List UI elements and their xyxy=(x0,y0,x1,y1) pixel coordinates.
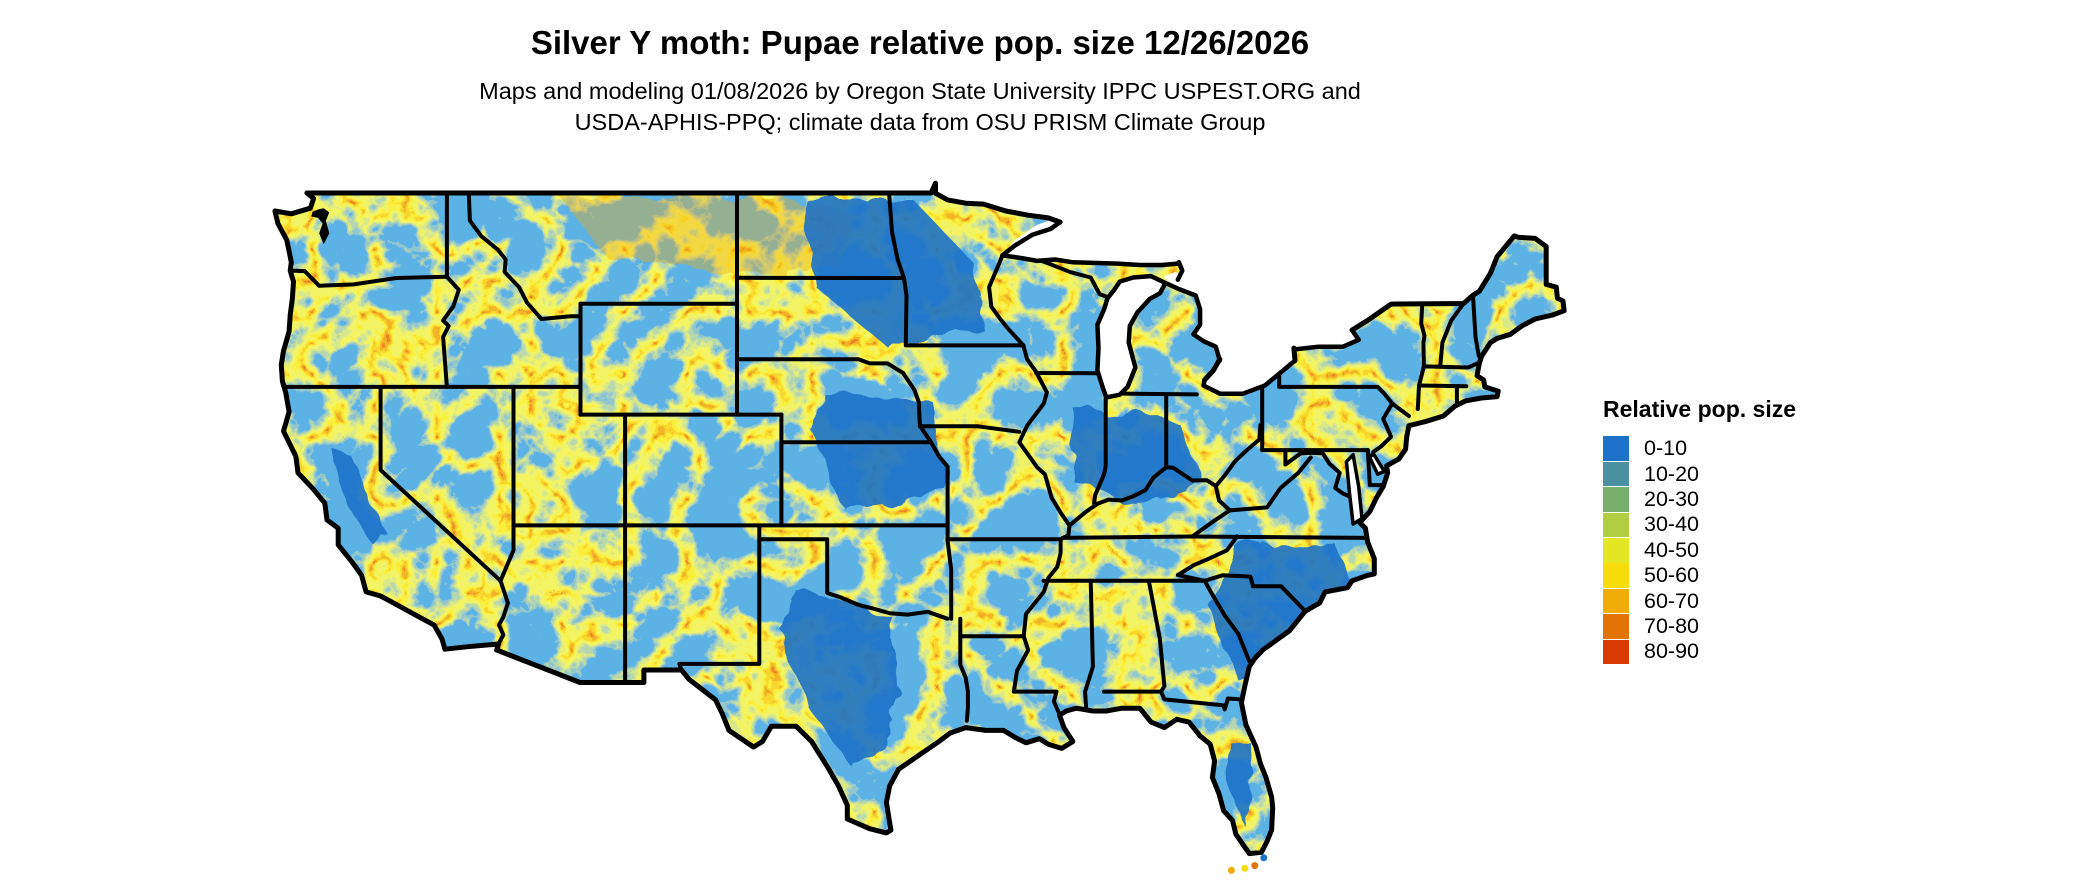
legend-swatch xyxy=(1603,588,1629,614)
legend-item: 30-40 xyxy=(1603,512,1796,538)
legend-swatch xyxy=(1603,461,1629,487)
legend-item-label: 0-10 xyxy=(1644,436,1688,461)
legend-swatch xyxy=(1603,537,1629,563)
subtitle-line-1: Maps and modeling 01/08/2026 by Oregon S… xyxy=(479,78,1361,104)
legend-item-label: 60-70 xyxy=(1644,588,1699,613)
legend-item-label: 20-30 xyxy=(1644,486,1699,511)
legend-item: 70-80 xyxy=(1603,614,1796,639)
legend-item: 40-50 xyxy=(1603,538,1796,563)
subtitle-line-2: USDA-APHIS-PPQ; climate data from OSU PR… xyxy=(574,109,1266,135)
legend-item: 80-90 xyxy=(1603,639,1796,665)
legend-item-label: 50-60 xyxy=(1644,563,1699,588)
legend-title: Relative pop. size xyxy=(1603,396,1797,422)
legend-item: 50-60 xyxy=(1603,563,1796,588)
legend-swatch xyxy=(1603,563,1629,588)
legend-item: 0-10 xyxy=(1603,436,1796,461)
legend-item-label: 70-80 xyxy=(1644,613,1699,638)
legend-item-label: 30-40 xyxy=(1644,512,1699,537)
subtitle: Maps and modeling 01/08/2026 by Oregon S… xyxy=(0,76,1840,138)
legend-item-label: 40-50 xyxy=(1644,537,1699,562)
legend-item: 60-70 xyxy=(1603,588,1796,614)
legend-item: 20-30 xyxy=(1603,487,1796,512)
page-title: Silver Y moth: Pupae relative pop. size … xyxy=(530,24,1310,61)
legend-items: 0-10 10-20 20-30 30-40 40-50 50-60 60-70 70-80 8… xyxy=(1603,436,1796,665)
legend-swatch xyxy=(1603,512,1629,538)
legend-swatch xyxy=(1603,487,1629,512)
legend-swatch xyxy=(1603,614,1629,639)
legend: Relative pop. size 0-10 10-20 20-30 30-40 40… xyxy=(1603,396,1796,665)
legend-swatch xyxy=(1603,639,1629,665)
legend-swatch xyxy=(1603,436,1629,461)
legend-item-label: 10-20 xyxy=(1644,461,1699,486)
title-block: Silver Y moth: Pupae relative pop. size … xyxy=(0,0,1840,138)
legend-item-label: 80-90 xyxy=(1644,639,1699,664)
legend-item: 10-20 xyxy=(1603,461,1796,487)
